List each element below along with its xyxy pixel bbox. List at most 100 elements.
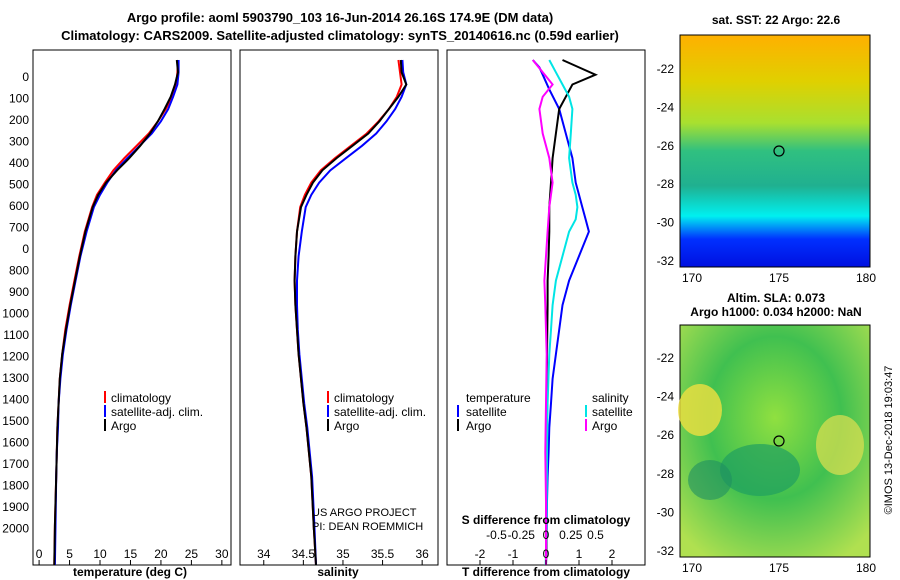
lon-tick-label: 170 [682,561,702,575]
legend-argo: Argo [111,419,137,433]
x-tick-label: -1 [508,547,519,561]
lat-tick-label: -28 [657,467,675,481]
depth-tick-label: 1000 [2,307,29,321]
legend-climatology: climatology [111,391,171,405]
x-tick-label: 0 [543,547,550,561]
depth-tick-label: 1700 [2,457,29,471]
depth-tick-label: 1100 [3,328,29,342]
sla-map-title2: Argo h1000: 0.034 h2000: NaN [690,305,861,319]
depth-tick-label: 400 [9,156,29,170]
lat-tick-label: -28 [657,177,675,191]
sla-blob [816,415,864,475]
legend-t-argo: Argo [466,419,492,433]
sla-map [678,324,871,558]
lat-tick-label: -26 [657,139,675,153]
lat-tick-label: -30 [657,505,675,519]
depth-tick-label: 600 [9,199,29,213]
x-tick-label: 1 [576,547,583,561]
legend-argo: Argo [334,419,360,433]
lon-tick-label: 175 [769,561,789,575]
depth-tick-label: 1300 [2,371,29,385]
x-tick-label: 2 [609,547,616,561]
sst-lat-axis: -22 -24 -26 -28 -30 -32 [657,62,675,268]
s-diff-tick-label: 0.25 [559,528,583,542]
temperature-panel-frame [32,49,232,566]
argo-location-marker [773,435,785,447]
lon-tick-label: 180 [856,561,876,575]
depth-tick-label: 500 [9,178,29,192]
lon-tick-label: 170 [682,271,702,285]
x-tick-label: -2 [475,547,486,561]
header-line2: Climatology: CARS2009. Satellite-adjuste… [61,28,619,43]
s-diff-tick-label: 0.5 [587,528,604,542]
s-diff-tick-label: -0.25 [508,528,536,542]
series-line-satellite-adj-clim- [296,59,408,566]
lat-tick-label: -30 [657,216,675,230]
series-line-salinity-satellite [544,59,579,566]
series-line-argo [53,59,180,566]
s-diff-tick-label: -0.5 [486,528,507,542]
x-tick-label: 35 [336,547,350,561]
lat-tick-label: -32 [657,544,675,558]
credit-line2: PI: DEAN ROEMMICH [312,521,423,533]
series-line-climatology [293,59,403,566]
depth-tick-label: 1800 [2,479,29,493]
depth-tick-label: 200 [9,113,29,127]
legend-s-argo: Argo [592,419,618,433]
depth-axis: 0 100 200 300 400 500 600 700 0 800 900 1000 1100 120… [2,70,29,536]
depth-tick-label: 0 [22,70,29,84]
difference-xlabel: T difference from climatology [462,565,630,579]
depth-tick-label: 900 [9,285,29,299]
x-tick-label: 25 [185,547,199,561]
sst-map-title: sat. SST: 22 Argo: 22.6 [712,13,841,27]
depth-tick-label: 0 [22,242,29,256]
x-axes: 0 5 10 15 20 25 30 34 34.5 35 35.5 36 -2 -1 0 1 2 -0.5 -0.… [36,528,616,565]
sla-lat-axis: -22 -24 -26 -28 -30 -32 [657,351,675,558]
series-line-satellite-adj-clim- [53,60,180,566]
x-tick-label: 34 [257,547,271,561]
header-line1: Argo profile: aoml 5903790_103 16-Jun-20… [127,10,553,25]
depth-tick-label: 1500 [2,414,29,428]
sla-blob [678,384,722,436]
lat-tick-label: -22 [657,62,675,76]
lon-tick-label: 180 [856,271,876,285]
series-line-salinity-argo [532,59,554,565]
x-tick-label: 5 [66,547,73,561]
x-tick-label: 10 [93,547,107,561]
sst-lon-axis: 170 175 180 [682,271,876,285]
depth-tick-label: 700 [9,221,29,235]
temperature-legend: climatology satellite-adj. clim. Argo [104,391,203,433]
legend-climatology: climatology [334,391,394,405]
legend-satellite-adj: satellite-adj. clim. [111,405,203,419]
lat-tick-label: -24 [657,390,675,404]
argo-location-marker [773,145,785,157]
depth-tick-label: 1600 [2,436,29,450]
lat-tick-label: -24 [657,100,675,114]
sla-blob [688,460,732,500]
profile-plots [53,59,599,566]
lat-tick-label: -22 [657,351,675,365]
sla-map-title1: Altim. SLA: 0.073 [727,291,825,305]
difference-legend: temperature satellite Argo salinity sate… [457,391,633,433]
legend-s-satellite: satellite [592,405,633,419]
depth-tick-label: 2000 [2,522,29,536]
s-diff-tick-label: 0 [543,528,550,542]
depth-tick-label: 1400 [2,393,29,407]
sst-map-image [679,34,871,268]
salinity-legend: climatology satellite-adj. clim. Argo [327,391,426,433]
lon-tick-label: 175 [769,271,789,285]
legend-salinity: salinity [592,391,629,405]
series-line-temperature-satellite [532,59,590,566]
series-line-argo [293,59,408,566]
legend-t-satellite: satellite [466,405,507,419]
s-difference-title: S difference from climatology [462,513,631,527]
depth-tick-label: 300 [9,135,29,149]
salinity-panel-frame [239,49,439,566]
x-tick-label: 20 [154,547,168,561]
sla-blob [720,444,800,496]
x-tick-label: 34.5 [292,547,316,561]
series-line-climatology [53,59,179,566]
credit-line1: US ARGO PROJECT [312,507,417,519]
lat-tick-label: -32 [657,254,675,268]
